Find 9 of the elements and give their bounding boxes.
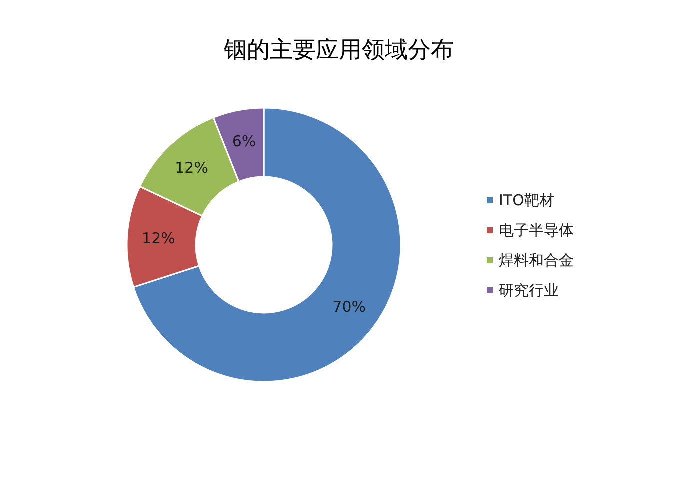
legend-label: ITO靶材 [499,192,554,210]
chart-title: 铟的主要应用领域分布 [223,38,454,64]
data-label: 70% [332,298,366,316]
data-label: 6% [232,132,256,150]
legend-label: 电子半导体 [499,222,574,240]
legend-label: 焊料和合金 [499,252,574,270]
legend-label: 研究行业 [499,282,559,300]
data-label: 12% [142,229,176,248]
data-label: 12% [175,159,208,178]
